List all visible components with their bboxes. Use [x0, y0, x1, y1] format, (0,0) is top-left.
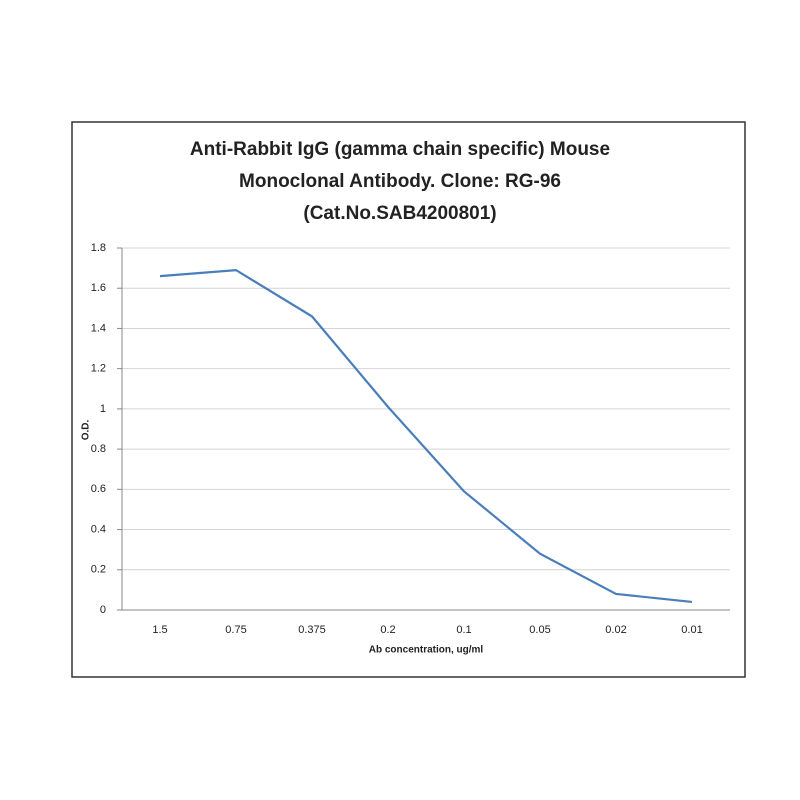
y-axis-label: O.D.	[81, 420, 92, 441]
data-line	[159, 268, 693, 604]
y-tick-label: 1.6	[91, 282, 106, 294]
y-tick-label: 0.6	[91, 483, 106, 495]
x-axis-label: Ab concentration, ug/ml	[369, 645, 484, 656]
y-tick-label: 1.2	[91, 363, 106, 375]
y-tick-label: 0	[100, 604, 106, 616]
chart-title: (Cat.No.SAB4200801)	[303, 203, 496, 224]
y-tick-label: 1.8	[91, 242, 106, 254]
chart-frame	[71, 121, 746, 678]
y-tick-label: 1	[100, 403, 106, 415]
x-tick-label: 0.1	[456, 624, 471, 636]
x-tick-label: 0.75	[225, 624, 246, 636]
x-tick-label: 1.5	[152, 624, 167, 636]
chart-title: Anti-Rabbit IgG (gamma chain specific) M…	[190, 139, 610, 160]
y-tick-label: 0.4	[91, 523, 106, 535]
x-tick-label: 0.02	[605, 624, 626, 636]
x-tick-label: 0.375	[298, 624, 326, 636]
y-tick-label: 0.8	[91, 443, 106, 455]
y-tick-label: 0.2	[91, 564, 106, 576]
x-tick-label: 0.05	[529, 624, 550, 636]
x-tick-label: 0.2	[380, 624, 395, 636]
x-tick-label: 0.01	[681, 624, 702, 636]
chart-title: Monoclonal Antibody. Clone: RG-96	[239, 171, 561, 192]
y-tick-label: 1.4	[91, 322, 106, 334]
